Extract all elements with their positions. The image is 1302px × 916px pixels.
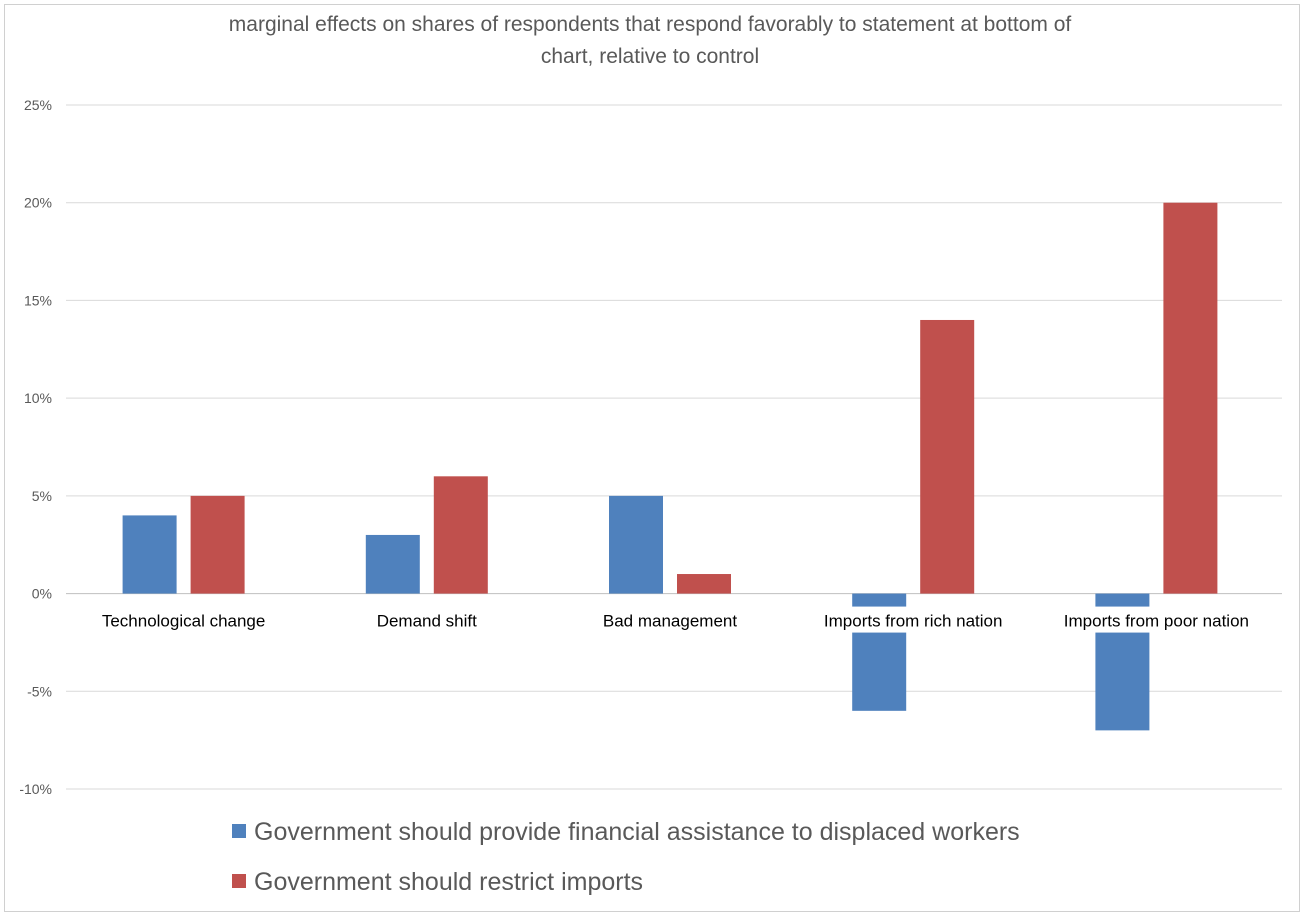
y-tick-label: 25%	[24, 97, 52, 113]
legend-label-financial-assistance: Government should provide financial assi…	[254, 818, 1020, 846]
bar-restrict-imports	[677, 574, 731, 594]
bar-restrict-imports	[920, 319, 975, 594]
y-tick-label: 0%	[32, 586, 52, 602]
bar-financial-assistance	[365, 534, 420, 594]
x-category-label-background	[819, 606, 1007, 633]
x-category-label: Technological change	[102, 612, 266, 631]
x-category-label-background	[372, 606, 482, 633]
chart-title-line-2: chart, relative to control	[541, 45, 759, 68]
x-category-label-background	[598, 606, 742, 633]
bar-restrict-imports	[190, 495, 245, 594]
x-category-label-background	[1059, 606, 1254, 633]
y-tick-label: 10%	[24, 390, 52, 406]
y-tick-label: 15%	[24, 292, 52, 308]
x-category-label: Bad management	[603, 612, 737, 631]
chart-title-line-1: marginal effects on shares of respondent…	[229, 13, 1072, 36]
x-category-label: Imports from rich nation	[824, 612, 1003, 631]
y-tick-label: 5%	[32, 488, 52, 504]
bar-financial-assistance	[122, 515, 177, 594]
bar-restrict-imports	[433, 476, 488, 594]
x-category-label: Demand shift	[377, 612, 477, 631]
x-category-label-background	[97, 606, 270, 633]
bar-financial-assistance	[609, 495, 663, 594]
legend-swatch-restrict-imports	[232, 874, 246, 888]
y-tick-label: 20%	[24, 195, 52, 211]
bar-restrict-imports	[1163, 202, 1218, 594]
y-tick-label: -5%	[27, 683, 52, 699]
chart-frame	[4, 4, 1300, 912]
legend-label-restrict-imports: Government should restrict imports	[254, 868, 643, 896]
x-category-label: Imports from poor nation	[1064, 612, 1249, 631]
y-tick-label: -10%	[19, 781, 52, 797]
legend-swatch-financial-assistance	[232, 824, 246, 838]
